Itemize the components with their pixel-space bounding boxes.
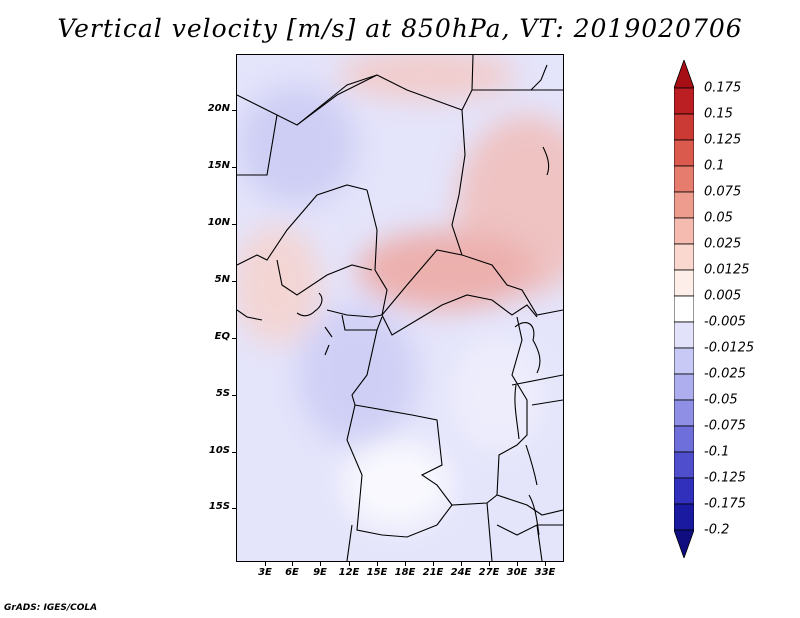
colorbar-level-label: -0.025 xyxy=(704,366,746,382)
lon-label-24e: 24E xyxy=(450,567,472,578)
lon-label-33e: 33E xyxy=(534,567,556,578)
lon-tick xyxy=(545,562,546,566)
lat-label-15s: 15S xyxy=(208,501,230,512)
lat-tick xyxy=(232,338,236,339)
lon-tick xyxy=(265,562,266,566)
colorbar-level-label: 0.075 xyxy=(704,184,742,200)
lon-tick xyxy=(377,562,378,566)
colorbar-swatch xyxy=(674,425,694,453)
grads-credit: GrADS: IGES/COLA xyxy=(4,603,98,613)
lat-tick xyxy=(232,508,236,509)
lon-tick xyxy=(517,562,518,566)
colorbar-level-label: 0.175 xyxy=(704,80,742,96)
colorbar-level-label: 0.025 xyxy=(704,236,742,252)
lon-tick xyxy=(320,562,321,566)
lon-label-3e: 3E xyxy=(258,567,272,578)
colorbar xyxy=(674,60,694,558)
lon-tick xyxy=(461,562,462,566)
colorbar-level-label: -0.005 xyxy=(704,314,746,330)
lon-label-9e: 9E xyxy=(313,567,327,578)
lon-label-21e: 21E xyxy=(422,567,444,578)
colorbar-swatch xyxy=(674,60,694,89)
lakes-coastline xyxy=(296,64,550,536)
lat-label-15n: 15N xyxy=(207,160,230,171)
map-title: Vertical velocity [m/s] at 850hPa, VT: 2… xyxy=(57,14,743,43)
colorbar-level-label: -0.0125 xyxy=(704,340,755,356)
colorbar-level-label: -0.05 xyxy=(704,392,738,408)
colorbar-swatch xyxy=(674,347,694,375)
lat-tick xyxy=(232,395,236,396)
lon-tick xyxy=(489,562,490,566)
colorbar-level-label: -0.1 xyxy=(704,444,730,460)
colorbar-swatch xyxy=(674,87,694,115)
lat-tick xyxy=(232,224,236,225)
colorbar-swatch xyxy=(674,451,694,479)
lat-label-10n: 10N xyxy=(207,217,230,228)
lon-label-12e: 12E xyxy=(338,567,360,578)
lat-tick xyxy=(232,110,236,111)
colorbar-level-label: 0.0125 xyxy=(704,262,750,278)
country-borders xyxy=(237,55,563,561)
lon-label-27e: 27E xyxy=(478,567,500,578)
colorbar-swatch xyxy=(674,165,694,193)
colorbar-level-label: -0.125 xyxy=(704,470,746,486)
lon-label-18e: 18E xyxy=(394,567,416,578)
map-panel xyxy=(236,54,564,562)
lat-label-5n: 5N xyxy=(214,274,230,285)
lon-label-30e: 30E xyxy=(506,567,528,578)
lat-label-5s: 5S xyxy=(215,388,230,399)
lat-label-20n: 20N xyxy=(207,103,230,114)
colorbar-level-label: 0.005 xyxy=(704,288,742,304)
colorbar-swatch xyxy=(674,269,694,297)
lat-label-eq: EQ xyxy=(214,331,230,342)
lat-tick xyxy=(232,281,236,282)
colorbar-level-label: -0.075 xyxy=(704,418,746,434)
colorbar-swatch xyxy=(674,373,694,401)
lon-tick xyxy=(405,562,406,566)
lon-tick xyxy=(433,562,434,566)
colorbar-swatch xyxy=(674,243,694,271)
colorbar-swatch xyxy=(674,529,694,558)
colorbar-swatch xyxy=(674,477,694,505)
colorbar-swatch xyxy=(674,217,694,245)
lat-tick xyxy=(232,452,236,453)
lon-tick xyxy=(292,562,293,566)
colorbar-level-label: 0.05 xyxy=(704,210,733,226)
colorbar-level-label: 0.125 xyxy=(704,132,742,148)
colorbar-level-label: -0.2 xyxy=(704,522,730,538)
velocity-field-map xyxy=(237,55,563,561)
lon-label-6e: 6E xyxy=(285,567,299,578)
colorbar-swatch xyxy=(674,113,694,141)
colorbar-level-label: 0.1 xyxy=(704,158,725,174)
lon-tick xyxy=(349,562,350,566)
lon-label-15e: 15E xyxy=(366,567,388,578)
colorbar-level-label: 0.15 xyxy=(704,106,733,122)
colorbar-swatch xyxy=(674,503,694,531)
colorbar-swatch xyxy=(674,139,694,167)
colorbar-swatch xyxy=(674,295,694,323)
colorbar-swatch xyxy=(674,321,694,349)
field-red-cells xyxy=(237,55,563,561)
lat-label-10s: 10S xyxy=(208,445,230,456)
colorbar-swatch xyxy=(674,399,694,427)
colorbar-swatch xyxy=(674,191,694,219)
colorbar-level-label: -0.175 xyxy=(704,496,746,512)
lat-tick xyxy=(232,167,236,168)
